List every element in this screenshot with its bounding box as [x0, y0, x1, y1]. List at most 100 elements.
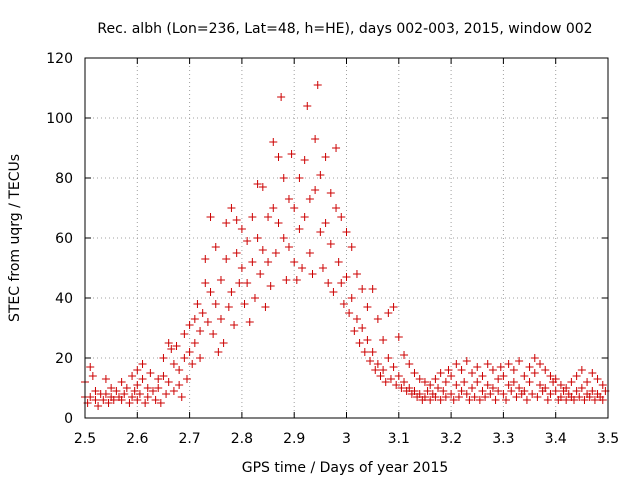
data-point	[190, 315, 199, 323]
data-point	[386, 375, 395, 383]
data-point	[358, 285, 367, 293]
y-tick-label: 120	[46, 51, 73, 67]
y-tick-label: 80	[55, 171, 73, 187]
data-point	[420, 378, 429, 386]
data-point	[232, 249, 241, 257]
data-point	[138, 375, 147, 383]
y-axis-ticks: 0 20 40 60 80 100 120	[46, 51, 608, 427]
data-point	[224, 303, 233, 311]
data-point	[426, 381, 435, 389]
y-tick-label: 40	[55, 291, 73, 307]
data-point	[444, 366, 453, 374]
data-point	[206, 213, 215, 221]
data-point	[468, 384, 477, 392]
data-point	[580, 396, 589, 404]
data-point	[368, 285, 377, 293]
data-point	[389, 363, 398, 371]
data-point	[499, 372, 508, 380]
data-point	[394, 372, 403, 380]
data-point	[415, 390, 424, 398]
data-point	[439, 387, 448, 395]
data-point	[125, 399, 134, 407]
data-point	[138, 360, 147, 368]
data-point	[216, 276, 225, 284]
data-point	[405, 384, 414, 392]
data-point	[436, 396, 445, 404]
data-point	[222, 219, 231, 227]
data-point	[143, 393, 152, 401]
data-point	[546, 390, 555, 398]
data-point	[577, 366, 586, 374]
data-point	[583, 378, 592, 386]
data-point	[159, 354, 168, 362]
data-point	[570, 396, 579, 404]
data-point	[86, 393, 95, 401]
data-point	[457, 366, 466, 374]
data-point	[452, 381, 461, 389]
data-point	[556, 381, 565, 389]
data-point	[91, 387, 100, 395]
y-tick-label: 20	[55, 351, 73, 367]
data-point	[400, 351, 409, 359]
data-point	[447, 390, 456, 398]
data-point	[342, 273, 351, 281]
data-point	[593, 375, 602, 383]
data-point	[311, 135, 320, 143]
data-point	[389, 303, 398, 311]
data-point	[305, 249, 314, 257]
data-point	[316, 228, 325, 236]
data-point	[449, 396, 458, 404]
data-point	[326, 189, 335, 197]
data-point	[240, 300, 249, 308]
x-axis-ticks: 2.5 2.6 2.7 2.8 2.9 3 3.1 3.2 3.3 3.4 3.5	[74, 58, 619, 447]
data-point	[107, 384, 116, 392]
data-point	[321, 219, 330, 227]
data-point	[515, 384, 524, 392]
data-point	[454, 393, 463, 401]
x-tick-label: 2.7	[178, 431, 200, 447]
data-point	[164, 378, 173, 386]
data-point	[392, 381, 401, 389]
data-point	[300, 213, 309, 221]
data-point	[528, 390, 537, 398]
gridlines	[85, 58, 608, 418]
x-tick-label: 2.9	[283, 431, 305, 447]
data-point	[525, 363, 534, 371]
data-point	[243, 237, 252, 245]
data-point	[541, 384, 550, 392]
data-point	[222, 255, 231, 263]
data-point	[164, 339, 173, 347]
data-point	[253, 234, 262, 242]
data-point	[470, 393, 479, 401]
data-point	[248, 258, 257, 266]
data-point	[91, 396, 100, 404]
data-point	[117, 396, 126, 404]
data-point	[284, 195, 293, 203]
data-point	[154, 384, 163, 392]
data-point	[572, 372, 581, 380]
data-point	[277, 93, 286, 101]
data-point	[133, 381, 142, 389]
y-axis-label: STEC from uqrg / TECUs	[7, 154, 23, 322]
data-point	[347, 243, 356, 251]
data-point	[308, 270, 317, 278]
data-point	[203, 318, 212, 326]
data-point	[352, 270, 361, 278]
data-point	[373, 315, 382, 323]
data-point	[287, 150, 296, 158]
data-point	[494, 387, 503, 395]
data-point	[520, 387, 529, 395]
data-point	[447, 372, 456, 380]
data-point	[373, 360, 382, 368]
x-tick-label: 3.5	[597, 431, 619, 447]
data-point	[577, 384, 586, 392]
data-point	[502, 396, 511, 404]
data-point	[261, 303, 270, 311]
data-point	[551, 387, 560, 395]
data-point	[122, 384, 131, 392]
data-point	[290, 258, 299, 266]
data-point	[117, 378, 126, 386]
data-point	[384, 309, 393, 317]
data-point	[546, 372, 555, 380]
